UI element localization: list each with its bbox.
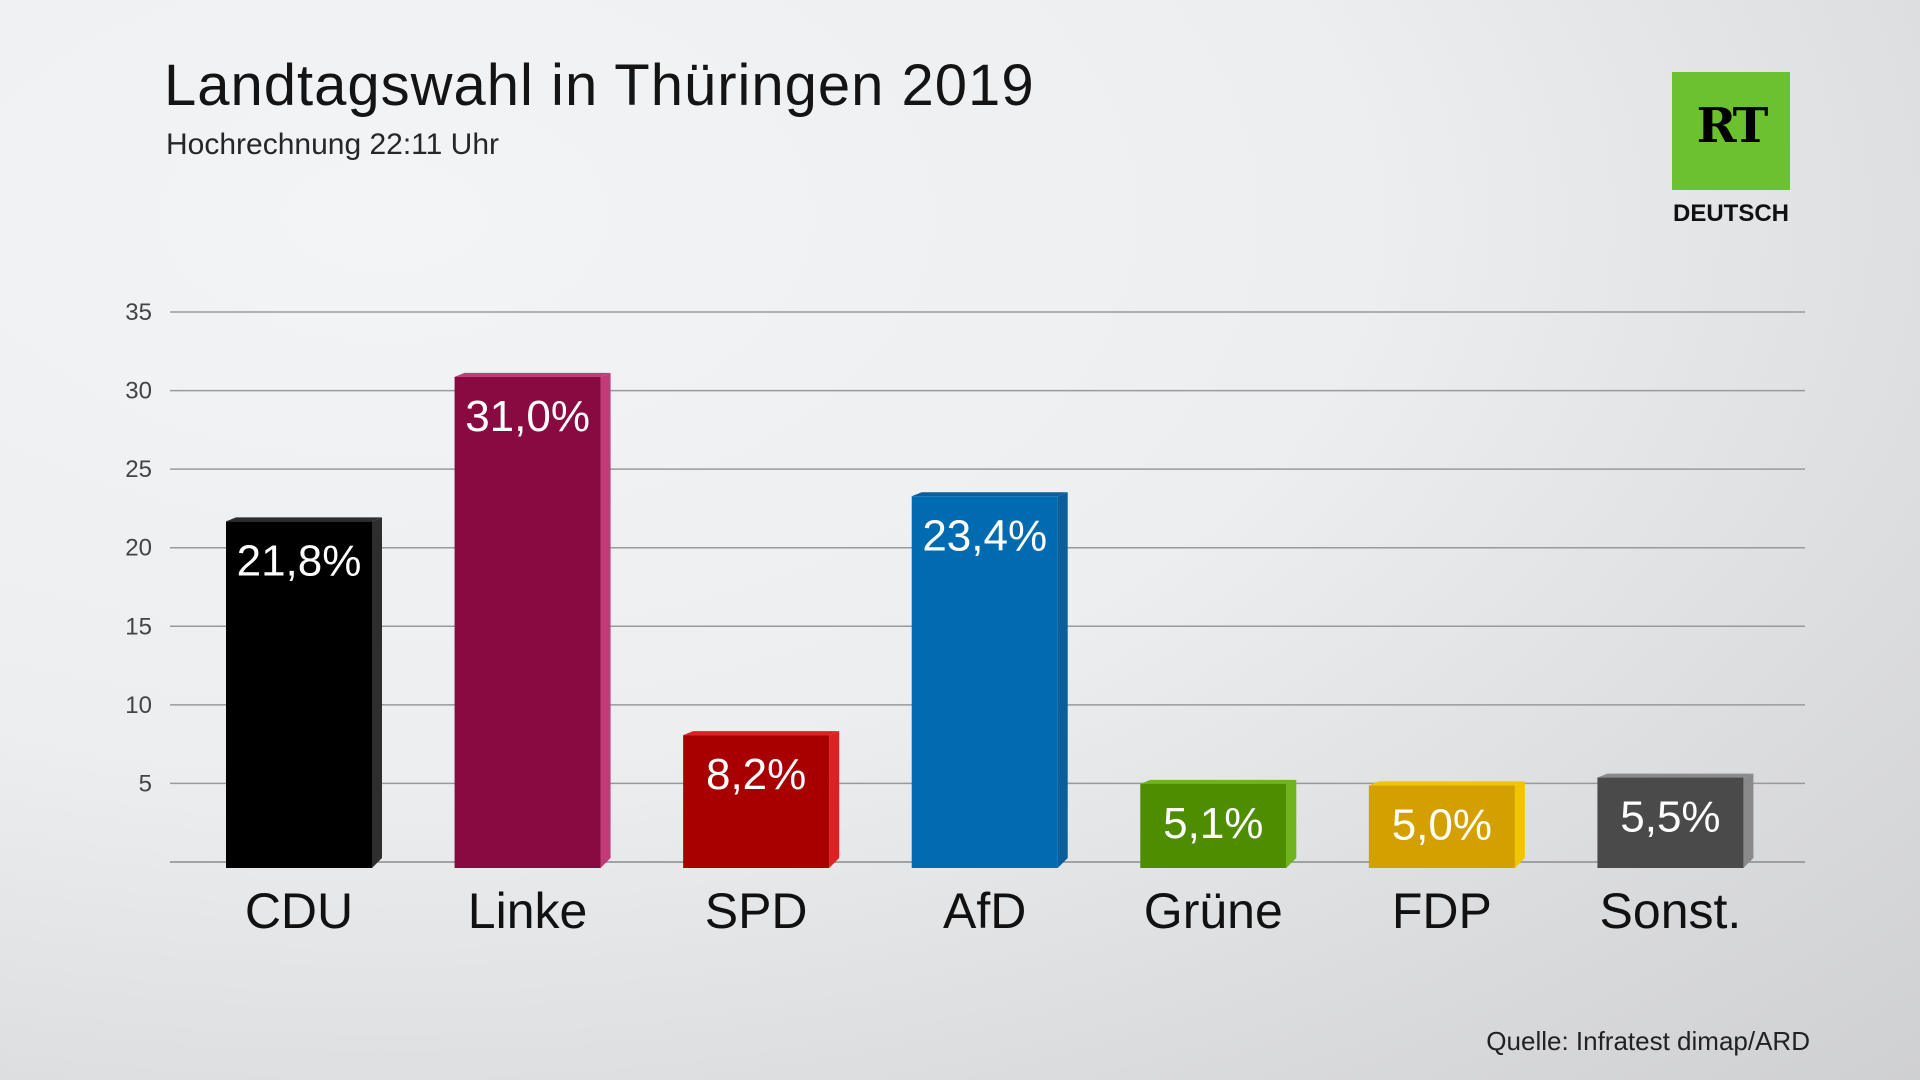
bar-front: [454, 376, 601, 868]
y-tick-label: 30: [125, 378, 152, 405]
bar-top: [1597, 773, 1754, 778]
chart-subtitle: Hochrechnung 22:11 Uhr: [166, 128, 499, 161]
bars: 21,8% 31,0% 8,2% 23,4% 5,1% 5,0% 5,5%: [226, 372, 1754, 868]
category-label: AfD: [943, 883, 1026, 939]
bar-sonst: 5,5%: [1597, 773, 1754, 868]
rt-logo: RT: [1672, 72, 1790, 190]
bar-front: [1597, 777, 1744, 868]
y-axis-ticks: 5 10 15 20 25 30 35: [125, 299, 152, 797]
y-tick-label: 25: [125, 456, 152, 483]
bar-spd: 8,2%: [683, 731, 840, 868]
bar-linke: 31,0%: [454, 372, 611, 868]
bar-front: [226, 521, 372, 868]
bar-front: [683, 735, 830, 868]
bar-top: [454, 372, 611, 377]
y-tick-label: 20: [125, 535, 152, 562]
bar-value-label: 21,8%: [237, 536, 362, 585]
bar-side: [829, 731, 840, 868]
rt-logo-subtitle: DEUTSCH: [1672, 200, 1789, 227]
bar-value-label: 31,0%: [465, 392, 590, 441]
bar-afd: 23,4%: [911, 492, 1068, 868]
bar-top: [226, 517, 382, 522]
category-label: SPD: [705, 883, 808, 939]
bar-front: [911, 496, 1058, 868]
bar-top: [683, 731, 840, 736]
bar-side: [1743, 773, 1754, 868]
bar-value-label: 5,1%: [1163, 799, 1263, 848]
bar-side: [1286, 779, 1297, 868]
bar-top: [911, 492, 1068, 497]
bar-top: [1368, 781, 1525, 786]
bar-top: [1140, 779, 1297, 784]
y-tick-label: 15: [125, 613, 152, 640]
source-note: Quelle: Infratest dimap/ARD: [1486, 1026, 1810, 1056]
category-label: Sonst.: [1600, 883, 1742, 939]
chart-title: Landtagswahl in Thüringen 2019: [164, 53, 1035, 118]
y-tick-label: 10: [125, 692, 152, 719]
rt-logo-text: RT: [1696, 98, 1769, 154]
bar-front: [1368, 785, 1515, 868]
bar-side: [1057, 492, 1068, 868]
bar-side: [600, 372, 611, 868]
bar-value-label: 8,2%: [706, 750, 806, 799]
bar-side: [372, 517, 382, 868]
category-label: FDP: [1392, 883, 1492, 939]
bar-grne: 5,1%: [1140, 779, 1297, 868]
category-labels: CDU Linke SPD AfD Grüne FDP Sonst.: [245, 883, 1741, 939]
bar-value-label: 23,4%: [922, 511, 1047, 560]
bar-value-label: 5,5%: [1620, 793, 1720, 842]
y-tick-label: 5: [139, 770, 152, 797]
bar-side: [1514, 781, 1525, 868]
y-tick-label: 35: [125, 299, 152, 326]
bar-front: [1140, 783, 1287, 868]
bar-value-label: 5,0%: [1392, 800, 1492, 849]
category-label: Grüne: [1144, 883, 1283, 939]
category-label: Linke: [468, 883, 588, 939]
category-label: CDU: [245, 883, 353, 939]
bar-fdp: 5,0%: [1368, 781, 1525, 868]
bar-cdu: 21,8%: [226, 517, 382, 868]
